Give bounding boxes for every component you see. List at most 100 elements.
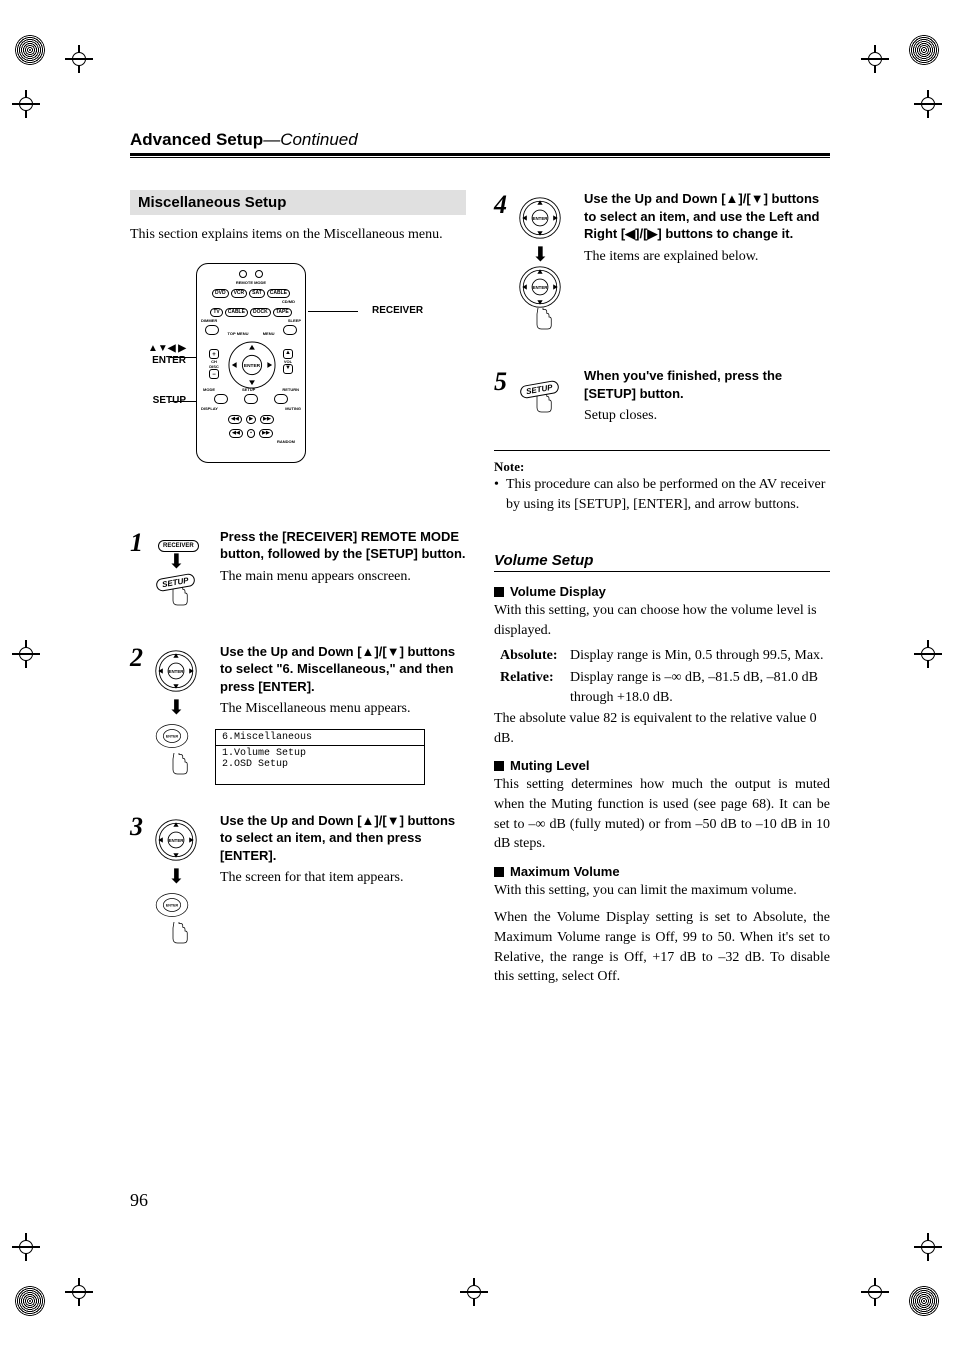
crop-mark — [12, 90, 40, 118]
step-instruction: Use the Up and Down [▲]/[▼] buttons to s… — [220, 812, 466, 865]
relative-def: Relative: Display range is –∞ dB, –81.5 … — [500, 668, 830, 707]
remote-sublabel: CD/MD — [197, 299, 305, 304]
step-number: 4 — [494, 190, 514, 343]
enter-pad-icon: ENTER — [154, 718, 190, 754]
volume-display-extra: The absolute value 82 is equivalent to t… — [494, 709, 830, 748]
header-continued: —Continued — [263, 130, 358, 149]
muting-label: MUTING — [285, 406, 301, 411]
vol-label: VOL — [280, 359, 296, 364]
crop-mark — [861, 45, 889, 73]
right-column: 4 ENTER ⬇ ENTER — [494, 190, 830, 993]
remote-btn: DOCK — [250, 308, 271, 317]
receiver-leader-label: RECEIVER — [372, 305, 423, 316]
def-body: Display range is –∞ dB, –81.5 dB, –81.0 … — [570, 668, 830, 707]
return-label: RETURN — [282, 387, 299, 392]
navpad-icon: ENTER — [518, 196, 562, 240]
page-content: Advanced Setup—Continued Miscellaneous S… — [130, 130, 830, 993]
enter-pad-icon: ENTER — [154, 887, 190, 923]
step-icons: RECEIVER ⬇ SETUP — [150, 528, 220, 619]
def-body: Display range is Min, 0.5 through 99.5, … — [570, 646, 824, 666]
max-volume-label: Maximum Volume — [494, 864, 830, 879]
header-title: Advanced Setup — [130, 130, 263, 149]
hand-icon — [528, 308, 558, 338]
transport-btn: ▶▶ — [259, 429, 273, 438]
left-column: Miscellaneous Setup This section explain… — [130, 190, 466, 993]
remote-btn: VCR — [231, 289, 248, 298]
step-result: Setup closes. — [584, 406, 830, 426]
remote-btn: DVD — [212, 289, 229, 298]
label-text: Muting Level — [510, 758, 589, 773]
step-1: 1 RECEIVER ⬇ SETUP Press the [RECEIVER] … — [130, 528, 466, 619]
svg-text:ENTER: ENTER — [169, 837, 185, 842]
svg-text:ENTER: ENTER — [533, 285, 549, 290]
remote-outline: REMOTE MODE DVDVCRSATCABLE CD/MD TVCABLE… — [196, 263, 306, 463]
svg-text:ENTER: ENTER — [244, 363, 261, 369]
setup-leader-label: SETUP — [130, 395, 186, 406]
transport-btn: ▶▶ — [260, 415, 274, 424]
step-instruction: Use the Up and Down [▲]/[▼] buttons to s… — [584, 190, 830, 243]
arrows-enter-label: ▲▼◀ ▶ ENTER — [130, 343, 186, 367]
osd-display: 6.Miscellaneous 1.Volume Setup 2.OSD Set… — [215, 729, 425, 785]
disc-label: DISC — [206, 364, 222, 369]
remote-btn: CABLE — [267, 289, 290, 298]
registration-blob — [909, 1286, 939, 1316]
osd-line: 1.Volume Setup — [222, 748, 418, 759]
remote-btn: TAPE — [273, 308, 292, 317]
sleep-label: SLEEP — [288, 318, 301, 323]
navpad-icon: ENTER — [154, 649, 198, 693]
navpad-icon: ENTER — [154, 818, 198, 862]
header-rule — [130, 153, 830, 158]
step-result: The items are explained below. — [584, 247, 830, 267]
topmenu-label: TOP MENU — [228, 331, 249, 336]
transport-btn: ▪ — [247, 429, 255, 438]
step-number: 1 — [130, 528, 150, 619]
volume-display-label: Volume Display — [494, 584, 830, 599]
navpad-icon: ENTER — [518, 265, 562, 309]
remote-btn: TV — [210, 308, 222, 317]
max-volume-body2: When the Volume Display setting is set t… — [494, 908, 830, 986]
step-result: The screen for that item appears. — [220, 868, 466, 888]
step-icons: SETUP — [514, 367, 584, 426]
crop-mark — [914, 640, 942, 668]
note-bullet: • This procedure can also be performed o… — [494, 475, 830, 514]
step-number: 3 — [130, 812, 150, 957]
svg-text:ENTER: ENTER — [166, 903, 179, 907]
step-icons: ENTER ⬇ ENTER — [514, 190, 584, 343]
page-number: 96 — [130, 1190, 148, 1211]
step-result: The main menu appears onscreen. — [220, 567, 466, 587]
arrow-down-icon: ⬇ — [168, 556, 220, 568]
page-header: Advanced Setup—Continued — [130, 130, 830, 158]
muting-level-label: Muting Level — [494, 758, 830, 773]
navpad-icon: ENTER — [228, 341, 276, 389]
crop-mark — [65, 1278, 93, 1306]
intro-text: This section explains items on the Misce… — [130, 225, 466, 245]
display-label: DISPLAY — [201, 406, 218, 411]
arrow-down-icon: ⬇ — [532, 249, 584, 261]
volume-display-intro: With this setting, you can choose how th… — [494, 601, 830, 640]
label-text: Volume Display — [510, 584, 606, 599]
hand-icon — [164, 922, 194, 952]
svg-text:ENTER: ENTER — [169, 668, 185, 673]
mode-label: MODE — [203, 387, 215, 392]
step-5: 5 SETUP When you've finished, press the … — [494, 367, 830, 426]
step-number: 2 — [130, 643, 150, 788]
volume-setup-heading: Volume Setup — [494, 552, 830, 572]
menu-label: MENU — [263, 331, 275, 336]
crop-mark — [65, 45, 93, 73]
def-term: Absolute: — [500, 646, 570, 666]
step-3: 3 ENTER ⬇ ENTER — [130, 812, 466, 957]
step-instruction: When you've finished, press the [SETUP] … — [584, 367, 830, 402]
remote-diagram: REMOTE MODE DVDVCRSATCABLE CD/MD TVCABLE… — [130, 263, 466, 473]
registration-blob — [909, 35, 939, 65]
arrow-down-icon: ⬇ — [168, 871, 220, 883]
registration-blob — [15, 1286, 45, 1316]
crop-mark — [914, 90, 942, 118]
crop-mark — [460, 1278, 488, 1306]
dimmer-label: DIMMER — [201, 318, 217, 323]
crop-mark — [914, 1233, 942, 1261]
step-2: 2 ENTER ⬇ ENTER — [130, 643, 466, 788]
remote-btn: SAT — [249, 289, 265, 298]
transport-btn: ◀◀ — [229, 429, 243, 438]
max-volume-body1: With this setting, you can limit the max… — [494, 881, 830, 901]
crop-mark — [12, 1233, 40, 1261]
